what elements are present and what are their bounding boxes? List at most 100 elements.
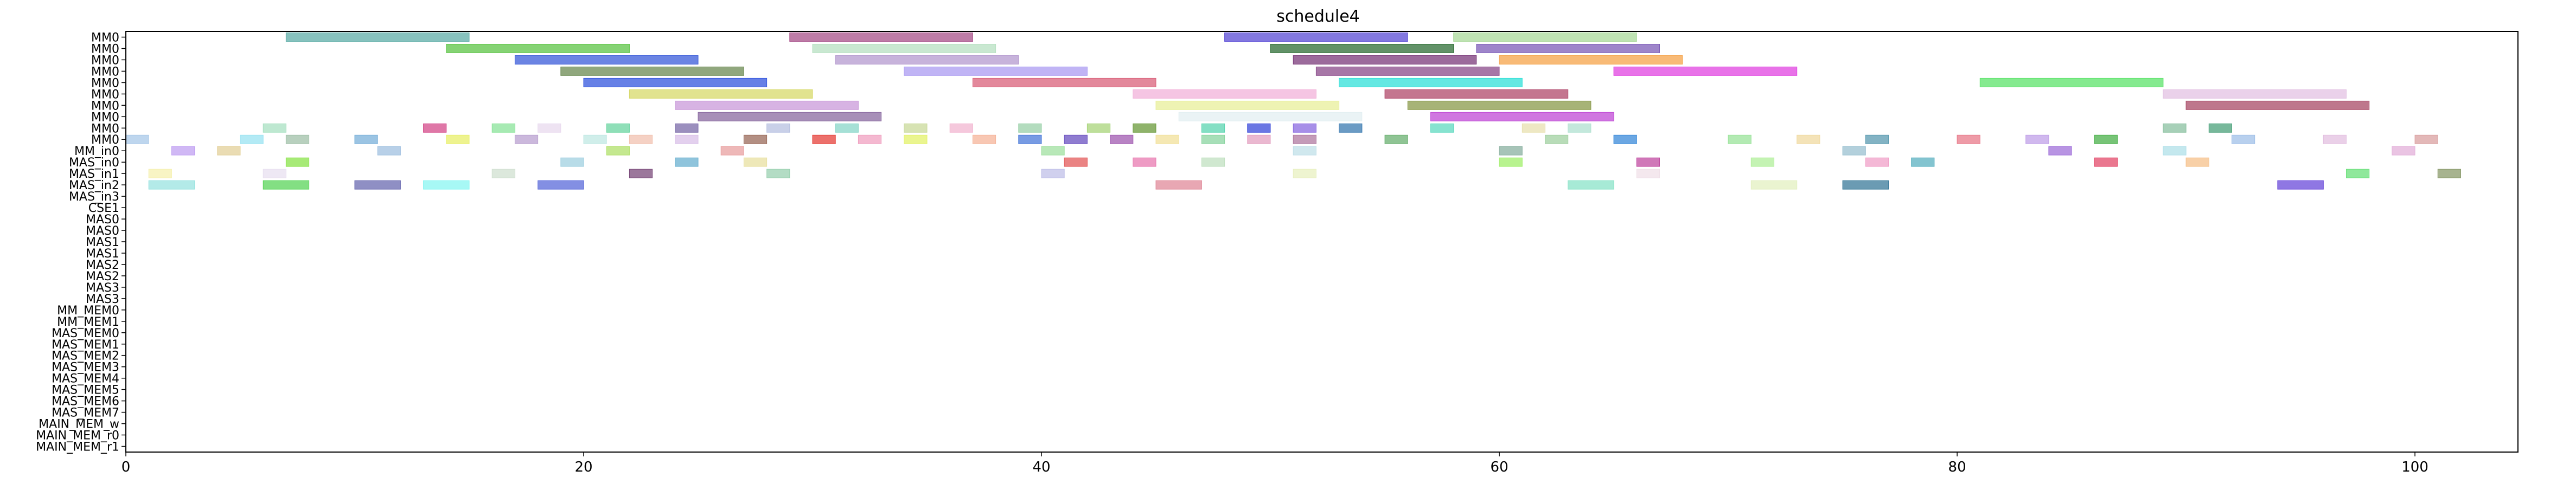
task-bar-83 <box>2232 134 2255 144</box>
task-bar-77 <box>1728 134 1752 144</box>
y-tick-label: MAS_MEM1 <box>52 338 119 352</box>
task-bar-8 <box>514 55 699 65</box>
task-bar-94 <box>1842 146 1866 156</box>
task-bar-27 <box>2185 100 2370 110</box>
task-bar-23 <box>2163 89 2347 99</box>
task-bar-74 <box>1384 134 1408 144</box>
y-tick-label: MAS0 <box>86 213 119 227</box>
y-tick-label: MAS_in2 <box>69 179 119 192</box>
task-bar-65 <box>904 134 928 144</box>
task-bar-52 <box>2208 123 2233 133</box>
y-tick-label: MM0 <box>91 31 119 45</box>
task-bar-112 <box>148 169 172 178</box>
task-bar-105 <box>1499 157 1523 167</box>
task-bar-64 <box>858 134 882 144</box>
task-bar-78 <box>1797 134 1820 144</box>
y-tick-label: MAS_MEM4 <box>52 372 119 386</box>
task-bar-67 <box>1018 134 1042 144</box>
y-tick-label: MAIN_MEM_w <box>39 418 119 431</box>
y-tick-label: MAS3 <box>86 293 119 306</box>
y-tick-label: MAS_in1 <box>69 167 119 181</box>
task-bar-115 <box>629 169 653 178</box>
task-bar-131 <box>2277 180 2324 190</box>
task-bar-48 <box>1430 123 1454 133</box>
task-bar-82 <box>2094 134 2118 144</box>
task-bar-75 <box>1545 134 1569 144</box>
task-bar-17 <box>972 78 1156 87</box>
task-bar-31 <box>263 123 286 133</box>
task-bar-16 <box>583 78 768 87</box>
task-bar-34 <box>538 123 561 133</box>
task-bar-14 <box>1315 66 1500 76</box>
task-bar-38 <box>835 123 859 133</box>
task-bar-103 <box>1133 157 1156 167</box>
x-tick-label: 80 <box>1948 459 1966 475</box>
task-bar-84 <box>2323 134 2347 144</box>
task-bar-129 <box>1750 180 1798 190</box>
task-bar-50 <box>1568 123 1591 133</box>
task-bar-73 <box>1293 134 1316 144</box>
y-tick-label: MAS_MEM3 <box>52 361 119 375</box>
task-bar-25 <box>1155 100 1340 110</box>
task-bar-41 <box>1018 123 1042 133</box>
chart-title: schedule4 <box>1276 7 1360 26</box>
task-bar-114 <box>491 169 515 178</box>
y-tick-label: MAIN_MEM_r0 <box>36 429 119 443</box>
task-bar-6 <box>1270 44 1454 53</box>
task-bar-62 <box>743 134 768 144</box>
task-bar-12 <box>560 66 744 76</box>
task-bar-24 <box>675 100 859 110</box>
task-bar-88 <box>377 146 401 156</box>
y-tick-label: MM0 <box>91 54 119 67</box>
task-bar-121 <box>2437 169 2461 178</box>
y-tick-label: MM0 <box>91 43 119 56</box>
task-bar-53 <box>125 134 149 144</box>
task-bar-20 <box>629 89 813 99</box>
y-tick-label: MAS3 <box>86 281 119 295</box>
task-bar-46 <box>1293 123 1316 133</box>
task-bar-100 <box>675 157 699 167</box>
task-bar-15 <box>1613 66 1798 76</box>
task-bar-11 <box>1499 55 1683 65</box>
task-bar-107 <box>1750 157 1775 167</box>
y-tick-label: MM0 <box>91 99 119 113</box>
task-bar-126 <box>538 180 584 190</box>
task-bar-87 <box>217 146 241 156</box>
task-bar-36 <box>675 123 699 133</box>
task-bar-4 <box>446 44 630 53</box>
task-bar-56 <box>354 134 378 144</box>
y-tick-label: MAS_MEM7 <box>52 407 119 420</box>
task-bar-130 <box>1842 180 1889 190</box>
task-bar-102 <box>1064 157 1088 167</box>
y-tick-label: MAS_MEM6 <box>52 395 119 409</box>
task-bar-21 <box>1133 89 1316 99</box>
task-bar-117 <box>1041 169 1065 178</box>
task-bar-37 <box>766 123 790 133</box>
y-tick-label: MM_in0 <box>74 145 119 158</box>
task-bar-29 <box>1178 112 1363 121</box>
task-bar-39 <box>904 123 928 133</box>
task-bar-128 <box>1568 180 1614 190</box>
task-bar-51 <box>2163 123 2187 133</box>
task-bar-124 <box>354 180 401 190</box>
y-tick-label: MM0 <box>91 122 119 136</box>
task-bar-127 <box>1155 180 1202 190</box>
task-bar-30 <box>1430 112 1614 121</box>
task-bar-26 <box>1407 100 1591 110</box>
task-bar-122 <box>148 180 195 190</box>
y-tick-label: MAS1 <box>86 247 119 261</box>
task-bar-47 <box>1339 123 1363 133</box>
task-bar-93 <box>1499 146 1523 156</box>
task-bar-97 <box>2392 146 2415 156</box>
y-tick-label: MM0 <box>91 133 119 147</box>
x-tick-label: 60 <box>1491 459 1508 475</box>
task-bar-76 <box>1613 134 1637 144</box>
plot-frame <box>125 31 2519 453</box>
y-tick-label: MM_MEM0 <box>57 304 119 318</box>
y-tick-label: MM0 <box>91 76 119 90</box>
y-tick-label: MAS_in0 <box>69 156 119 170</box>
task-bar-58 <box>514 134 539 144</box>
task-bar-9 <box>835 55 1019 65</box>
task-bar-42 <box>1086 123 1111 133</box>
y-tick-labels: MM0MM0MM0MM0MM0MM0MM0MM0MM0MM0MM_in0MAS_… <box>36 31 126 454</box>
